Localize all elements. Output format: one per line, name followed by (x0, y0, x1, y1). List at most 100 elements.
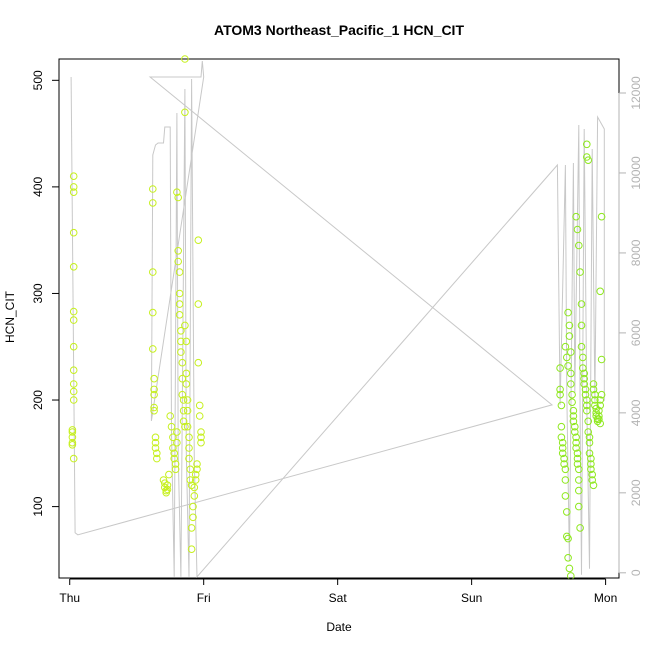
data-point (68, 433, 77, 442)
data-point (195, 401, 204, 410)
data-point (182, 337, 191, 346)
data-point (189, 513, 197, 522)
data-point (560, 454, 568, 463)
data-point (69, 396, 78, 404)
chart-title: ATOM3 Northeast_Pacific_1 HCN_CIT (214, 22, 464, 38)
x-tick-label: Thu (59, 591, 80, 605)
data-point (153, 454, 161, 463)
data-point (177, 348, 185, 356)
y2-tick-label: 6000 (629, 319, 643, 346)
data-point (69, 454, 78, 463)
y-tick-label: 500 (31, 70, 45, 90)
data-point (162, 486, 170, 495)
data-point (68, 441, 77, 449)
data-point (171, 460, 180, 468)
data-point (585, 449, 594, 458)
data-point (173, 438, 181, 447)
data-point (591, 396, 599, 404)
data-point (595, 415, 603, 424)
data-point (179, 417, 188, 426)
data-point (565, 564, 574, 573)
x-axis: Thu Fri Sat Sun Mon (59, 578, 617, 605)
data-point (583, 396, 591, 404)
data-point (580, 374, 589, 383)
x-tick-label: Sun (461, 591, 482, 605)
data-point (190, 483, 199, 492)
data-point (178, 358, 187, 367)
data-point (564, 534, 572, 543)
data-point (577, 321, 586, 330)
data-point (564, 308, 572, 317)
data-point (150, 406, 158, 415)
data-point (573, 225, 582, 234)
data-point (149, 185, 157, 193)
data-point (561, 476, 570, 484)
data-point (69, 263, 78, 271)
data-point (575, 486, 583, 495)
data-point (191, 470, 200, 479)
data-point (194, 236, 203, 244)
data-point (576, 524, 584, 532)
data-point (581, 390, 590, 399)
data-point (149, 268, 157, 276)
data-point (193, 465, 201, 474)
data-point (178, 374, 187, 383)
data-point (575, 241, 583, 250)
data-point (572, 212, 580, 221)
data-point (564, 554, 572, 562)
data-point (169, 444, 177, 452)
data-point (178, 390, 187, 399)
data-point (572, 444, 580, 452)
data-point (556, 390, 564, 399)
data-point (584, 417, 593, 426)
data-point (68, 426, 77, 434)
data-point (175, 289, 184, 298)
data-point (153, 449, 161, 458)
data-point (175, 268, 184, 276)
data-point (569, 406, 578, 415)
data-point (579, 364, 587, 372)
data-point (166, 412, 174, 420)
right-axis-line-series (70, 60, 605, 579)
y-tick-label: 200 (31, 390, 45, 410)
data-point (175, 300, 184, 308)
data-point (596, 401, 605, 410)
data-point (596, 396, 605, 404)
x-tick-label: Sat (329, 591, 348, 605)
data-point (150, 374, 158, 383)
data-point (150, 390, 158, 399)
data-point (183, 396, 192, 404)
data-point (69, 183, 78, 191)
data-point (587, 465, 595, 474)
data-point (587, 454, 595, 463)
data-point (163, 485, 172, 494)
data-point (567, 380, 575, 388)
data-point (565, 321, 574, 330)
y-tick-label: 300 (31, 283, 45, 303)
data-point (557, 433, 566, 442)
data-point (181, 108, 189, 117)
data-point (589, 380, 598, 388)
data-point (197, 428, 205, 436)
data-point (169, 433, 177, 442)
data-point (190, 492, 199, 500)
data-point (561, 492, 570, 500)
x-tick-label: Fri (197, 591, 211, 605)
data-point (177, 327, 185, 335)
data-point (597, 355, 606, 364)
data-point (181, 55, 189, 63)
data-point (174, 193, 182, 202)
data-point (575, 502, 583, 511)
data-point (568, 390, 576, 399)
y-axis-left: 100 200 300 400 500 (31, 70, 60, 517)
data-point (556, 364, 564, 372)
data-point (174, 257, 182, 266)
data-point (151, 444, 160, 452)
data-point (576, 268, 584, 276)
data-point (167, 422, 176, 431)
data-point (69, 188, 78, 196)
data-point (557, 401, 566, 410)
data-point (597, 212, 606, 221)
data-point (173, 188, 181, 196)
data-point (191, 476, 200, 484)
